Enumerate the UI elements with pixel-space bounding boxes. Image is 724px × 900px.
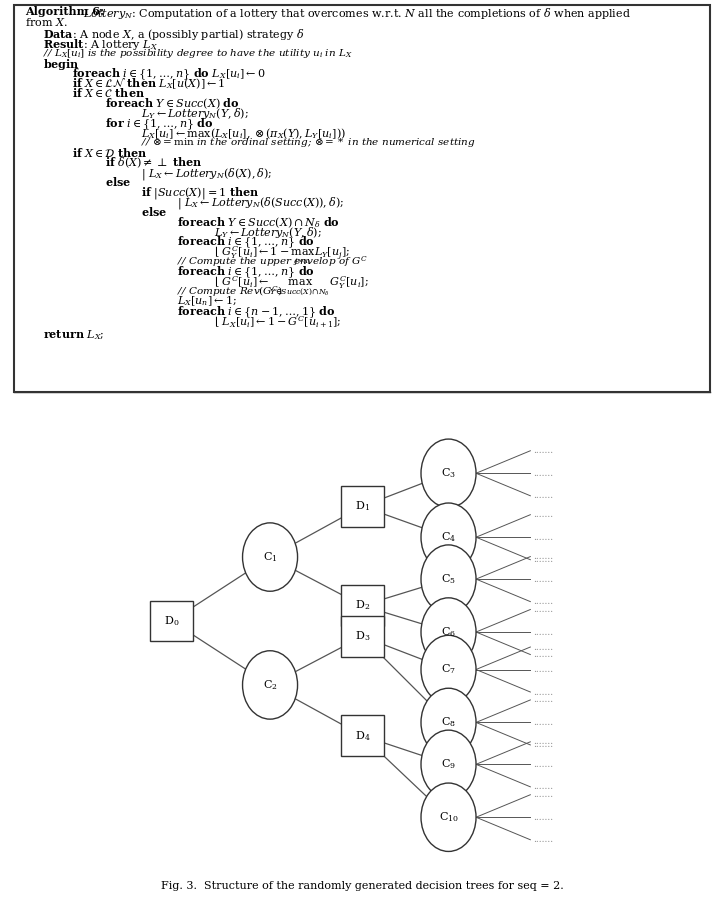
Text: $\mathbf{Result}$: A lottery $L_X$: $\mathbf{Result}$: A lottery $L_X$ <box>43 37 159 52</box>
Text: .......: ....... <box>533 491 553 500</box>
Text: .......: ....... <box>533 469 553 478</box>
Text: .......: ....... <box>533 665 553 674</box>
Text: $\mathbf{foreach}$ $i \in \{1, \ldots, n\}$ $\mathbf{do}$: $\mathbf{foreach}$ $i \in \{1, \ldots, n… <box>177 235 316 250</box>
Text: $\mathbf{begin}$: $\mathbf{begin}$ <box>43 57 80 72</box>
Text: C$_4$: C$_4$ <box>441 530 456 544</box>
Circle shape <box>421 544 476 613</box>
Text: .......: ....... <box>533 555 553 564</box>
Text: .......: ....... <box>533 605 553 614</box>
Text: // Compute the upper envelop of $G^C$: // Compute the upper envelop of $G^C$ <box>177 255 369 269</box>
Text: $\mathbf{foreach}$ $i \in \{1, \ldots, n\}$ $\mathbf{do}$: $\mathbf{foreach}$ $i \in \{1, \ldots, n… <box>177 265 316 280</box>
Text: Fig. 3.  Structure of the randomly generated decision trees for seq = 2.: Fig. 3. Structure of the randomly genera… <box>161 881 563 891</box>
FancyBboxPatch shape <box>340 486 384 526</box>
Text: C$_8$: C$_8$ <box>441 716 456 729</box>
Text: .......: ....... <box>533 741 553 750</box>
Text: $\mathbf{foreach}$ $i \in \{n-1, \ldots, 1\}$ $\mathbf{do}$: $\mathbf{foreach}$ $i \in \{n-1, \ldots,… <box>177 304 336 320</box>
Text: .......: ....... <box>533 688 553 697</box>
Circle shape <box>243 523 298 591</box>
Text: D$_1$: D$_1$ <box>355 500 370 513</box>
Text: C$_{10}$: C$_{10}$ <box>439 810 458 824</box>
Text: $\mathbf{if}$ $X \in \mathcal{LN}$ $\mathbf{then}$ $L_X[u(X)] \leftarrow 1$: $\mathbf{if}$ $X \in \mathcal{LN}$ $\mat… <box>72 76 226 91</box>
Text: .......: ....... <box>533 696 553 705</box>
Text: D$_3$: D$_3$ <box>355 629 370 643</box>
Text: $\lfloor$ $L_X[u_i] \leftarrow 1 - G^C[u_{i+1}]$;: $\lfloor$ $L_X[u_i] \leftarrow 1 - G^C[u… <box>214 314 341 329</box>
Text: $\mathbf{if}$ $X \in \mathcal{C}$ $\mathbf{then}$: $\mathbf{if}$ $X \in \mathcal{C}$ $\math… <box>72 86 146 99</box>
Text: $\mathbf{else}$: $\mathbf{else}$ <box>141 205 167 218</box>
Text: $\mathbf{if}$ $X \in \mathcal{D}$ $\mathbf{then}$: $\mathbf{if}$ $X \in \mathcal{D}$ $\math… <box>72 146 148 158</box>
Text: .......: ....... <box>533 790 553 799</box>
Text: $\mathbf{foreach}$ $Y \in \mathit{Succ}(X) \cap N_\delta$ $\mathbf{do}$: $\mathbf{foreach}$ $Y \in \mathit{Succ}(… <box>177 215 340 230</box>
Text: $\lfloor$ $G^C[u_i] \leftarrow \max_{Y \in \mathit{Succ}(X) \cap N_\delta} G^C_Y: $\lfloor$ $G^C[u_i] \leftarrow \max_{Y \… <box>214 274 369 298</box>
Circle shape <box>421 783 476 851</box>
Text: .......: ....... <box>533 597 553 606</box>
Text: $\mathbf{Data}$: A node $X$, a (possibly partial) strategy $\delta$: $\mathbf{Data}$: A node $X$, a (possibly… <box>43 27 305 42</box>
Text: .......: ....... <box>533 533 553 542</box>
Text: $\vert$ $L_X \leftarrow \mathit{Lottery}_N(\delta(\mathit{Succ}(X)), \delta)$;: $\vert$ $L_X \leftarrow \mathit{Lottery}… <box>177 195 345 212</box>
Text: C$_6$: C$_6$ <box>441 626 456 639</box>
Text: $\mathbf{return}$ $L_X$;: $\mathbf{return}$ $L_X$; <box>43 328 105 342</box>
Circle shape <box>421 439 476 508</box>
Circle shape <box>243 651 298 719</box>
FancyBboxPatch shape <box>14 4 710 392</box>
FancyBboxPatch shape <box>340 616 384 657</box>
Circle shape <box>421 688 476 757</box>
Text: $\lfloor$ $G^C_Y[u_i] \leftarrow 1 - \max_{j \succ u_i} L_Y[u_j]$;: $\lfloor$ $G^C_Y[u_i] \leftarrow 1 - \ma… <box>214 245 350 269</box>
Text: .......: ....... <box>533 813 553 822</box>
Circle shape <box>421 503 476 572</box>
Circle shape <box>421 635 476 704</box>
Text: C$_1$: C$_1$ <box>263 550 277 564</box>
Text: $L_X[u_i] \leftarrow \max(L_X[u_i], \otimes(\pi_X(Y), L_Y[u_i]))$: $L_X[u_i] \leftarrow \max(L_X[u_i], \oti… <box>141 126 346 140</box>
Text: .......: ....... <box>533 643 553 652</box>
Text: from $X$.: from $X$. <box>25 16 68 28</box>
Text: .......: ....... <box>533 574 553 583</box>
FancyBboxPatch shape <box>340 716 384 756</box>
Text: // $L_X[u_i]$ is the possibility degree to have the utility $u_i$ in $L_X$: // $L_X[u_i]$ is the possibility degree … <box>43 47 353 59</box>
Text: // $\otimes = \min$ in the ordinal setting; $\otimes = *$ in the numerical setti: // $\otimes = \min$ in the ordinal setti… <box>141 136 476 149</box>
Text: $\mathbf{for}$ $i \in \{1, \ldots, n\}$ $\mathbf{do}$: $\mathbf{for}$ $i \in \{1, \ldots, n\}$ … <box>105 116 214 131</box>
Text: .......: ....... <box>533 446 553 455</box>
Text: C$_3$: C$_3$ <box>441 466 456 481</box>
Text: $\mathbf{foreach}$ $Y \in \mathit{Succ}(X)$ $\mathbf{do}$: $\mathbf{foreach}$ $Y \in \mathit{Succ}(… <box>105 96 240 111</box>
Text: .......: ....... <box>533 650 553 659</box>
Circle shape <box>421 598 476 666</box>
Text: .......: ....... <box>533 737 553 746</box>
Text: // Compute $\mathit{Rev}(G^C)$: // Compute $\mathit{Rev}(G^C)$ <box>177 284 283 299</box>
Text: C$_2$: C$_2$ <box>263 678 277 692</box>
Text: .......: ....... <box>533 510 553 519</box>
Text: $\mathbf{if}$ $\delta(X) \neq \bot$ $\mathbf{then}$: $\mathbf{if}$ $\delta(X) \neq \bot$ $\ma… <box>105 156 203 170</box>
FancyBboxPatch shape <box>150 601 193 641</box>
Text: $\mathbf{else}$: $\mathbf{else}$ <box>105 176 131 188</box>
Circle shape <box>421 730 476 798</box>
Text: $\vert$ $L_X \leftarrow \mathit{Lottery}_N(\delta(X), \delta)$;: $\vert$ $L_X \leftarrow \mathit{Lottery}… <box>141 166 272 182</box>
Text: Algorithm 6:: Algorithm 6: <box>25 6 104 17</box>
Text: C$_9$: C$_9$ <box>441 758 456 771</box>
Text: $\mathit{Lottery}_N$: Computation of a lottery that overcomes w.r.t. $N$ all the: $\mathit{Lottery}_N$: Computation of a l… <box>83 6 631 22</box>
FancyBboxPatch shape <box>340 585 384 625</box>
Text: $L_Y \leftarrow \mathit{Lottery}_N(Y, \delta)$;: $L_Y \leftarrow \mathit{Lottery}_N(Y, \d… <box>141 106 249 122</box>
Text: .......: ....... <box>533 835 553 844</box>
Text: $\mathbf{if}$ $|\mathit{Succ}(X)| = 1$ $\mathbf{then}$: $\mathbf{if}$ $|\mathit{Succ}(X)| = 1$ $… <box>141 185 259 202</box>
Text: .......: ....... <box>533 760 553 769</box>
Text: $L_X[u_n] \leftarrow 1$;: $L_X[u_n] \leftarrow 1$; <box>177 294 237 308</box>
Text: C$_7$: C$_7$ <box>441 662 456 677</box>
Text: $L_Y \leftarrow \mathit{Lottery}_N(Y, \delta)$;: $L_Y \leftarrow \mathit{Lottery}_N(Y, \d… <box>214 225 321 240</box>
Text: D$_2$: D$_2$ <box>355 598 370 613</box>
Text: .......: ....... <box>533 627 553 636</box>
Text: .......: ....... <box>533 782 553 791</box>
Text: $\mathbf{foreach}$ $i \in \{1, \ldots, n\}$ $\mathbf{do}$ $L_X[u_i] \leftarrow 0: $\mathbf{foreach}$ $i \in \{1, \ldots, n… <box>72 67 266 82</box>
Text: D$_4$: D$_4$ <box>355 729 370 742</box>
Text: .......: ....... <box>533 718 553 727</box>
Text: D$_0$: D$_0$ <box>164 614 180 628</box>
Text: .......: ....... <box>533 552 553 561</box>
Text: C$_5$: C$_5$ <box>441 572 456 586</box>
